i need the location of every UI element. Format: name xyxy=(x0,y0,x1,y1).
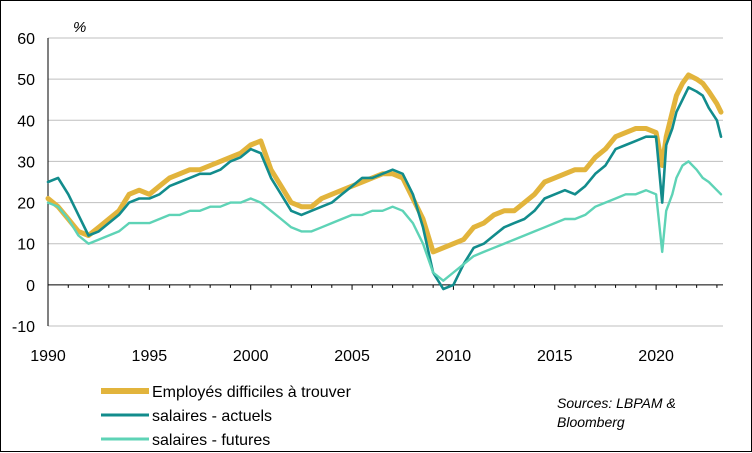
axes xyxy=(47,38,723,326)
y-tick-label: 60 xyxy=(17,31,35,48)
x-tick-label: 2000 xyxy=(233,348,269,365)
legend: Employés difficiles à trouver salaires -… xyxy=(101,384,352,449)
legend-label-salaires-actuels: salaires - actuels xyxy=(152,408,272,425)
x-tick-label: 2015 xyxy=(537,348,573,365)
y-tick-label: 40 xyxy=(17,113,35,130)
legend-label-employes: Employés difficiles à trouver xyxy=(152,384,352,401)
legend-label-salaires-futures: salaires - futures xyxy=(152,432,270,449)
y-tick-label: -10 xyxy=(12,319,35,336)
x-tick-marks xyxy=(47,284,718,290)
x-tick-label: 2020 xyxy=(638,348,674,365)
series-line-1 xyxy=(46,86,723,291)
x-tick-label: 2005 xyxy=(334,348,370,365)
series-lines xyxy=(45,72,724,291)
series-line-0 xyxy=(45,72,724,255)
source-note-line2: Bloomberg xyxy=(557,414,625,430)
y-tick-label: 50 xyxy=(17,72,35,89)
gridlines xyxy=(48,37,723,327)
y-unit-label: % xyxy=(73,19,86,36)
x-tick-label: 1990 xyxy=(30,348,66,365)
source-note-line1: Sources: LBPAM & xyxy=(557,395,676,411)
y-tick-label: 30 xyxy=(17,154,35,171)
y-tick-label: 0 xyxy=(26,278,35,295)
y-tick-label: 10 xyxy=(17,237,35,254)
x-tick-labels: 1990 1995 2000 2005 2010 2015 2020 xyxy=(30,348,674,365)
x-tick-label: 2010 xyxy=(436,348,472,365)
x-tick-label: 1995 xyxy=(132,348,168,365)
y-tick-labels: -10 0 10 20 30 40 50 60 xyxy=(12,31,35,336)
series-line-2 xyxy=(46,160,723,282)
y-tick-label: 20 xyxy=(17,196,35,213)
